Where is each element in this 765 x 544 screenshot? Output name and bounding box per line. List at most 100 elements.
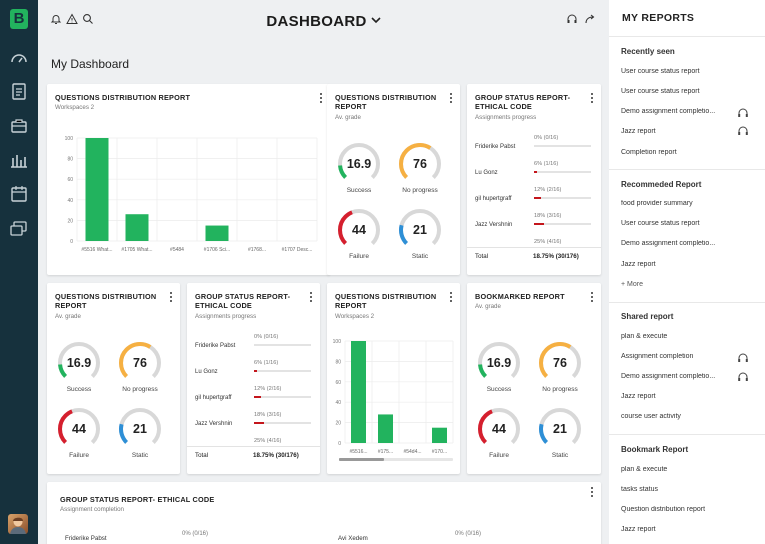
- progress-fill: [254, 422, 265, 425]
- report-link[interactable]: plan & execute: [621, 333, 668, 340]
- briefcase-icon[interactable]: [9, 116, 29, 136]
- more-options-icon[interactable]: [591, 292, 594, 303]
- report-link[interactable]: tasks status: [621, 486, 658, 493]
- card-title-text: QUESTIONS DISTRIBUTION REPORT: [335, 93, 437, 112]
- more-options-icon[interactable]: [591, 93, 594, 104]
- report-link[interactable]: course user activity: [621, 413, 681, 420]
- report-link[interactable]: User course status report: [621, 68, 700, 75]
- progress-fill: [534, 197, 541, 200]
- total-row: Total 18.75% (30/176): [467, 247, 601, 265]
- chat-icon[interactable]: [9, 219, 29, 239]
- more-options-icon[interactable]: [450, 93, 453, 104]
- more-options-icon[interactable]: [450, 292, 453, 303]
- search-icon[interactable]: [82, 13, 94, 25]
- report-link[interactable]: Demo assignment completio...: [621, 373, 716, 380]
- group-status-row[interactable]: Friderike Pabst 0% (0/16): [195, 334, 315, 360]
- report-link[interactable]: Demo assignment completio...: [621, 240, 716, 247]
- y-tick-label: 20: [335, 421, 341, 427]
- report-link[interactable]: Jazz report: [621, 128, 656, 135]
- more-link[interactable]: + More: [621, 281, 643, 288]
- progress-fill: [534, 223, 545, 226]
- x-tick-label: #5484: [170, 247, 184, 253]
- gs-name: Friderike Pabst: [65, 535, 107, 542]
- gauge-fill: [119, 342, 161, 384]
- x-tick-label: #1705 What...: [121, 247, 152, 253]
- card-title: GROUP STATUS REPORT- ETHICAL CODE Assignm…: [475, 93, 585, 122]
- member-name: Friderike Pabst: [195, 343, 236, 349]
- report-link[interactable]: food provider summary: [621, 200, 693, 207]
- bar[interactable]: [125, 214, 149, 241]
- share-icon[interactable]: [584, 13, 596, 25]
- group-status-row[interactable]: Jazz Vershnin 18% (3/16): [195, 412, 315, 438]
- member-percent: 6% (1/16): [254, 360, 279, 366]
- group-status-row[interactable]: Lu Gonz 6% (1/16): [475, 161, 595, 187]
- group-status-row[interactable]: Lu Gonz 6% (1/16): [195, 360, 315, 386]
- section-heading-recent: Recently seen: [621, 47, 675, 56]
- clipboard-icon[interactable]: [9, 81, 29, 101]
- more-options-icon[interactable]: [310, 292, 313, 303]
- group-status-row[interactable]: Tom Pilot25% (4/16): [195, 438, 315, 446]
- bar[interactable]: [351, 341, 366, 443]
- more-options-icon[interactable]: [320, 93, 323, 104]
- main-area: DASHBOARD My Dashboard QUESTIONS DISTRIB…: [38, 0, 609, 544]
- card-questions-distribution-1: QUESTIONS DISTRIBUTION REPORT Workspaces …: [47, 84, 330, 275]
- member-percent: 25% (4/16): [534, 239, 562, 245]
- headset-icon[interactable]: [737, 372, 749, 382]
- report-link[interactable]: User course status report: [621, 220, 700, 227]
- avatar[interactable]: [8, 514, 28, 534]
- member-name: Jazz Vershnin: [195, 421, 233, 427]
- headset-icon[interactable]: [566, 13, 578, 25]
- dashboard-icon[interactable]: [9, 48, 29, 68]
- gauge-label: Failure: [69, 452, 89, 459]
- y-tick-label: 100: [65, 136, 74, 142]
- report-link[interactable]: Jazz report: [621, 393, 656, 400]
- gauge-label: Success: [346, 187, 372, 194]
- x-tick-label: #175...: [378, 449, 393, 455]
- gauge-fill: [119, 408, 161, 450]
- group-status-row[interactable]: Tom Pilot25% (4/16): [475, 239, 595, 247]
- headset-icon[interactable]: [737, 126, 749, 136]
- y-tick-label: 80: [335, 359, 341, 365]
- report-link[interactable]: Completion report: [621, 149, 677, 156]
- report-link[interactable]: Assignment completion: [621, 353, 694, 360]
- report-link[interactable]: User course status report: [621, 88, 700, 95]
- headset-icon[interactable]: [737, 353, 749, 363]
- report-link[interactable]: Question distribution report: [621, 506, 706, 513]
- x-tick-label: #5516...: [349, 449, 367, 455]
- bar[interactable]: [205, 225, 229, 241]
- gauge-label: No progress: [122, 386, 158, 393]
- logo[interactable]: B: [10, 9, 28, 29]
- gauge: 21 Static: [390, 208, 450, 270]
- report-link[interactable]: Jazz report: [621, 526, 656, 533]
- bell-icon[interactable]: [50, 13, 62, 25]
- bar[interactable]: [85, 138, 109, 241]
- warning-icon[interactable]: [66, 13, 78, 25]
- member-percent: 0% (0/16): [254, 334, 279, 340]
- my-reports-panel: MY REPORTS Recently seen User course sta…: [609, 0, 765, 544]
- member-percent: 0% (0/16): [534, 135, 559, 141]
- member-name: Lu Gonz: [475, 170, 498, 176]
- gauge: 16.9 Success: [469, 341, 529, 403]
- card-title-text: GROUP STATUS REPORT- ETHICAL CODE: [195, 292, 291, 311]
- report-link[interactable]: Jazz report: [621, 261, 656, 268]
- group-status-row[interactable]: gil hupertgraff 12% (2/16): [195, 386, 315, 412]
- more-options-icon[interactable]: [170, 292, 173, 303]
- report-link[interactable]: plan & execute: [621, 466, 668, 473]
- gauge-label: Success: [66, 386, 92, 393]
- bar[interactable]: [432, 427, 447, 443]
- group-status-row[interactable]: Jazz Vershnin 18% (3/16): [475, 213, 595, 239]
- gauge-value: 76: [553, 356, 567, 370]
- group-status-row[interactable]: gil hupertgraff 12% (2/16): [475, 187, 595, 213]
- bar-chart-icon[interactable]: [9, 150, 29, 170]
- calendar-icon[interactable]: [9, 184, 29, 204]
- page-header-title[interactable]: DASHBOARD: [38, 11, 609, 30]
- card-questions-distribution-4: QUESTIONS DISTRIBUTION REPORT Workspaces …: [327, 283, 460, 474]
- card-group-status-wide: GROUP STATUS REPORT- ETHICAL CODE Assignm…: [47, 482, 601, 544]
- more-options-icon[interactable]: [591, 487, 594, 498]
- scrollbar-thumb[interactable]: [339, 458, 384, 461]
- y-tick-label: 40: [67, 198, 73, 204]
- headset-icon[interactable]: [737, 108, 749, 118]
- bar[interactable]: [378, 414, 393, 443]
- group-status-row[interactable]: Friderike Pabst 0% (0/16): [475, 135, 595, 161]
- report-link[interactable]: Demo assignment completio...: [621, 108, 716, 115]
